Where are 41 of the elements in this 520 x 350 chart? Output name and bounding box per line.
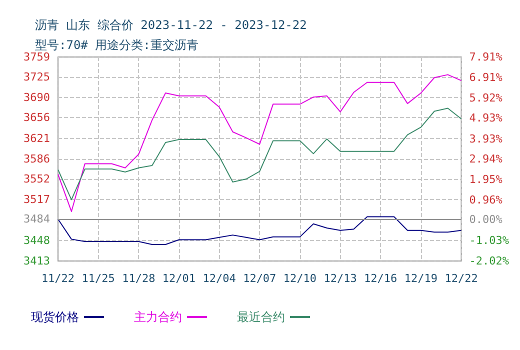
y2-tick-label: 6.91% — [469, 71, 503, 84]
y-tick-label: 3759 — [24, 50, 50, 64]
y2-tick-label: 3.93% — [469, 132, 503, 146]
y-tick-label: 3621 — [24, 132, 50, 145]
x-tick-label: 11/28 — [122, 272, 156, 285]
chart-subtitle: 型号:70# 用途分类:重交沥青 — [35, 38, 198, 52]
line-series — [58, 74, 462, 212]
y2-tick-label: 5.92% — [469, 91, 503, 104]
x-tick-label: 12/07 — [243, 272, 276, 285]
y2-tick-label: 4.93% — [469, 112, 503, 125]
y-tick-label: 3517 — [24, 193, 50, 206]
x-tick-label: 12/22 — [444, 272, 478, 285]
y2-tick-label: 7.91% — [469, 50, 503, 64]
y-tick-label: 3656 — [24, 111, 50, 124]
y-tick-label: 3484 — [24, 212, 50, 226]
x-tick-label: 12/04 — [202, 272, 236, 285]
y2-tick-label: -2.02% — [469, 254, 510, 268]
y-tick-label: 3725 — [24, 70, 50, 84]
legend-label: 最近合约 — [237, 310, 285, 324]
x-tick-label: 12/19 — [404, 272, 438, 285]
y-tick-label: 3448 — [24, 234, 50, 247]
y2-tick-label: 1.95% — [469, 172, 503, 186]
x-tick-label: 12/16 — [364, 272, 398, 285]
line-series — [58, 216, 462, 245]
y2-tick-label: 0.96% — [469, 193, 503, 206]
x-tick-label: 12/13 — [324, 272, 357, 285]
y-tick-label: 3690 — [24, 91, 50, 104]
x-tick-label: 11/22 — [41, 272, 75, 285]
chart-title: 沥青 山东 综合价 2023-11-22 - 2023-12-22 — [35, 18, 307, 32]
y2-tick-label: 2.94% — [469, 152, 503, 166]
legend-label: 主力合约 — [134, 310, 182, 324]
y-tick-label: 3586 — [24, 152, 50, 166]
x-tick-label: 12/01 — [162, 272, 196, 285]
y-tick-label: 3413 — [24, 254, 50, 268]
legend-label: 现货价格 — [31, 310, 79, 324]
x-tick-label: 12/10 — [283, 272, 317, 285]
line-series — [58, 108, 462, 200]
y2-tick-label: 0.00% — [469, 213, 503, 226]
y2-tick-label: -1.03% — [469, 234, 510, 248]
x-tick-label: 11/25 — [82, 272, 115, 285]
y-tick-label: 3552 — [24, 172, 50, 186]
